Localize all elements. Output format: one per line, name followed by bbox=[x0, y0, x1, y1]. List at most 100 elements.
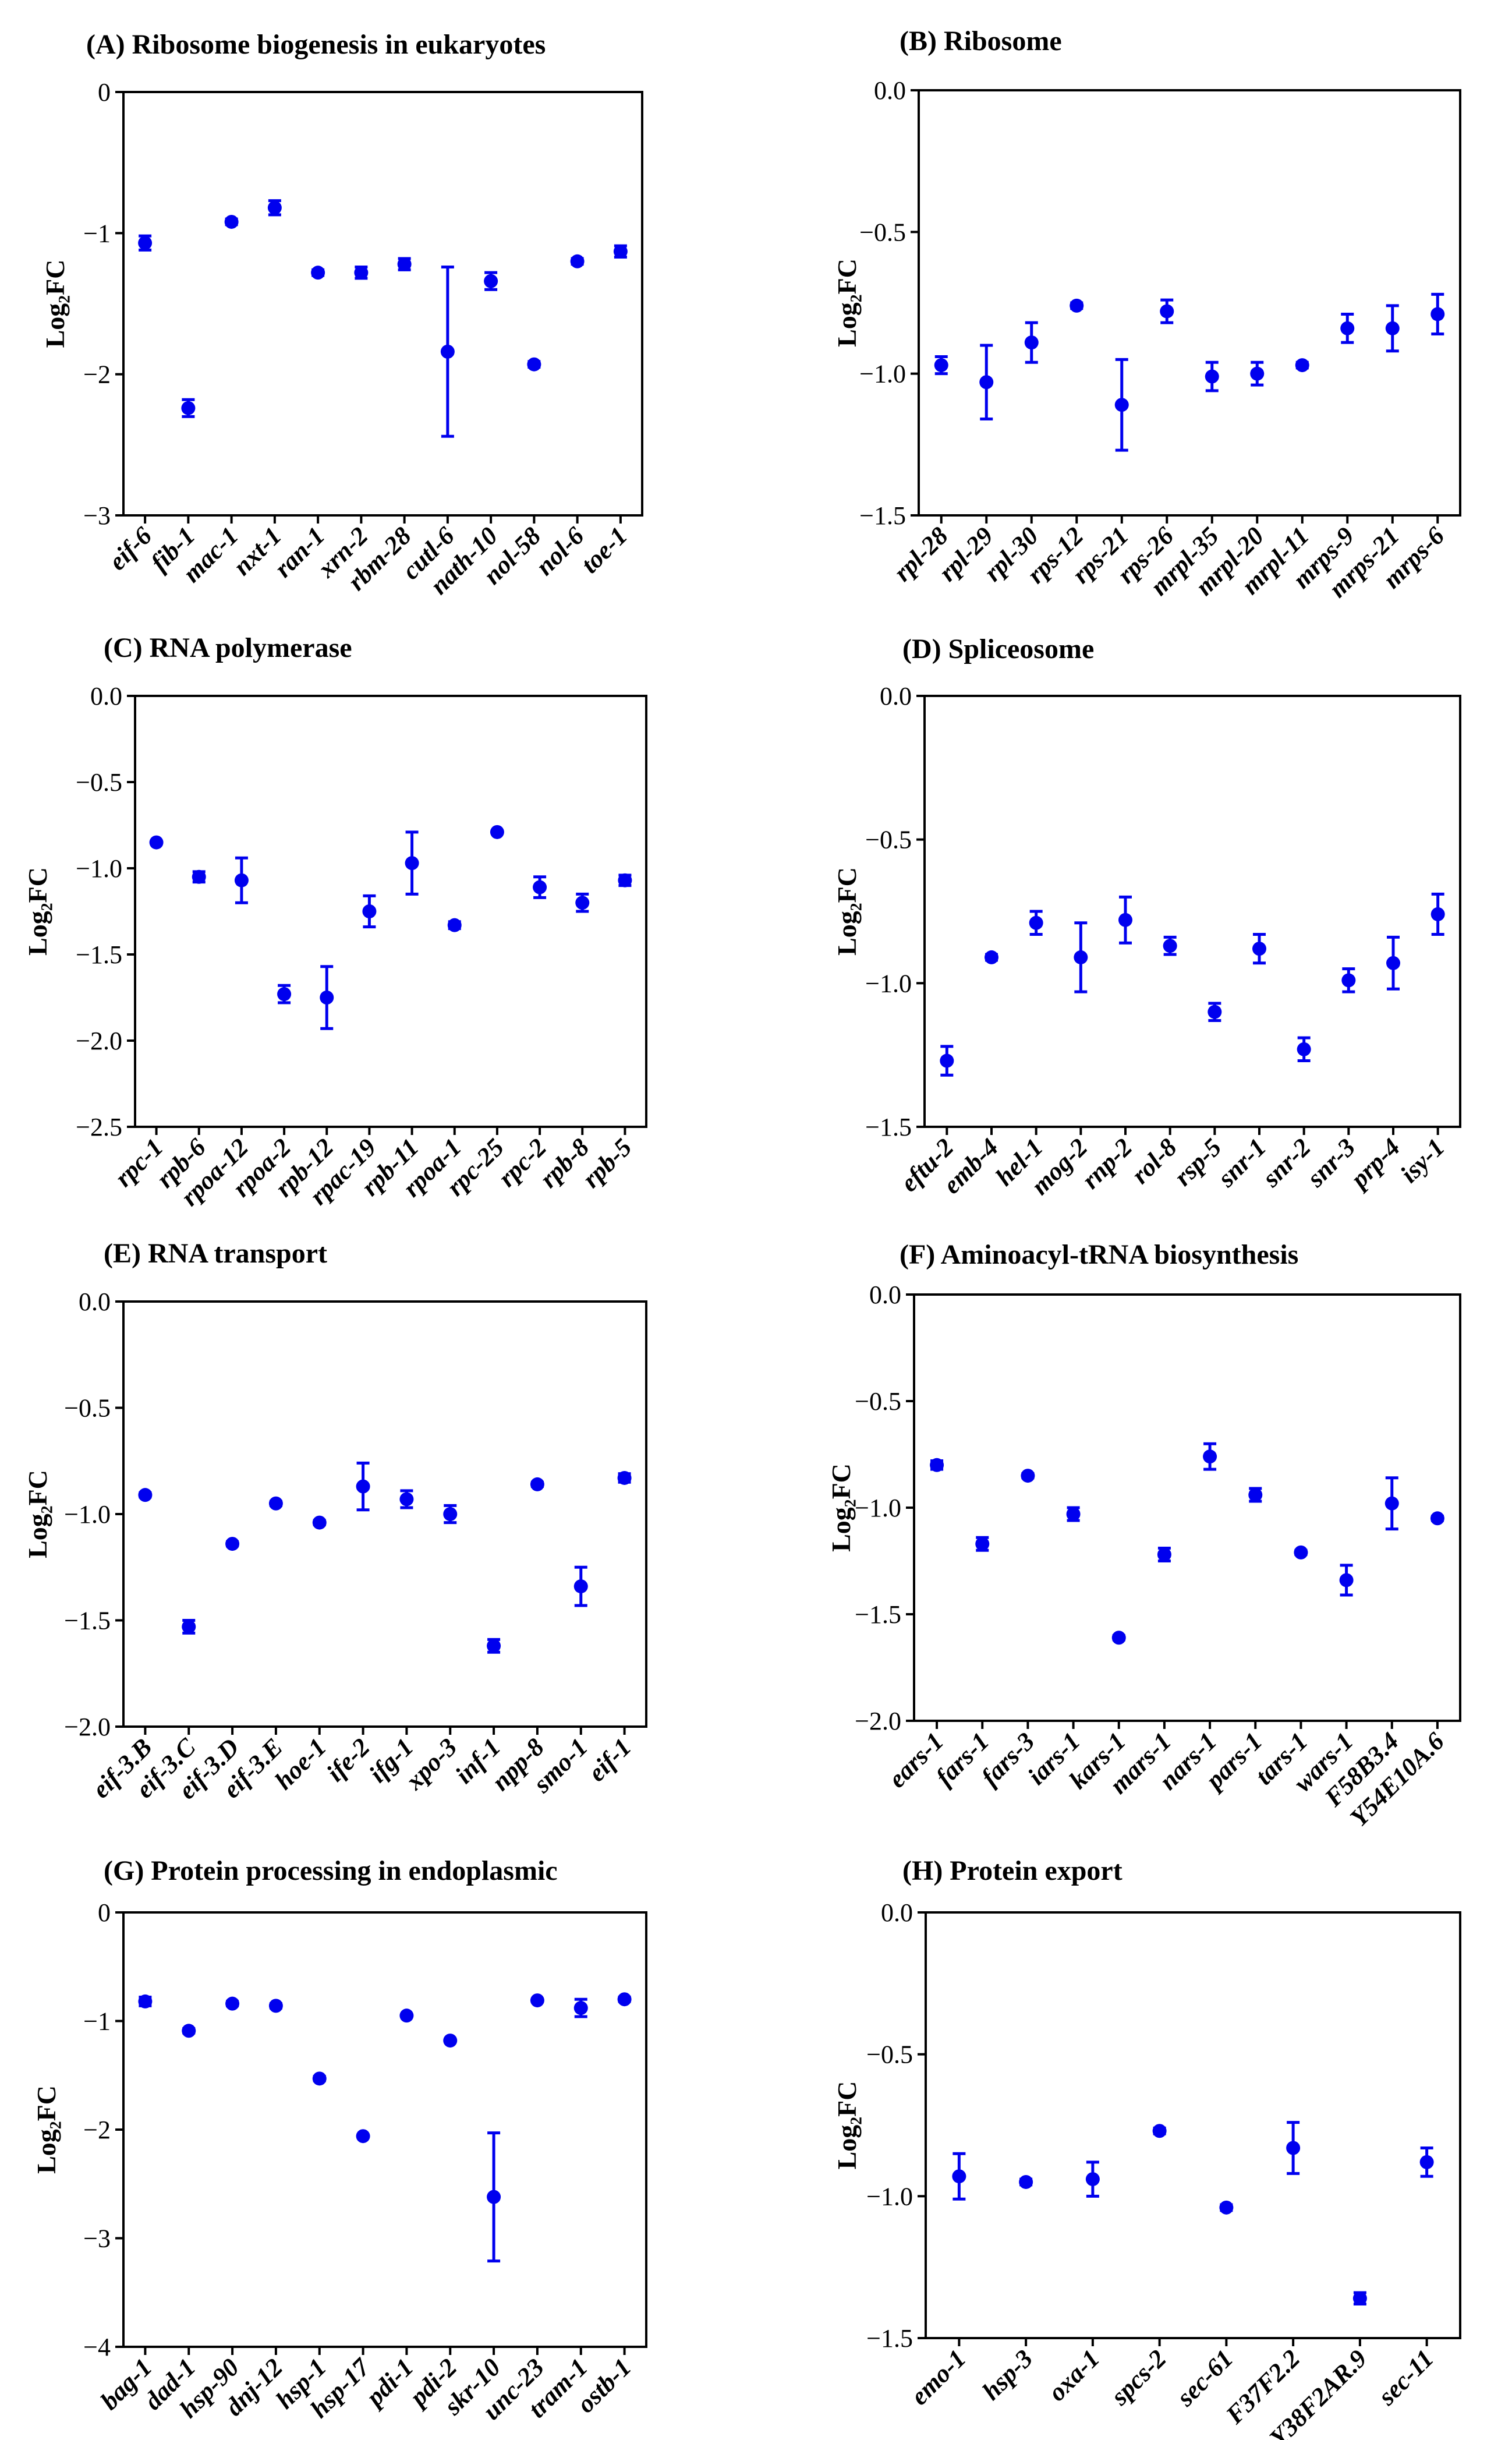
x-tick-label: rpb-8 bbox=[534, 1133, 595, 1193]
x-tick-label: rpb-5 bbox=[577, 1133, 638, 1193]
data-point bbox=[1352, 2291, 1367, 2305]
y-tick-label: −1.5 bbox=[865, 1113, 912, 1141]
data-point bbox=[940, 1053, 954, 1068]
data-point bbox=[224, 214, 239, 229]
data-point bbox=[1339, 1573, 1354, 1587]
data-point bbox=[1074, 950, 1088, 964]
x-tick-label: rsp-5 bbox=[1168, 1133, 1227, 1191]
data-point bbox=[952, 2169, 966, 2184]
data-point bbox=[1295, 358, 1309, 373]
data-point bbox=[1430, 907, 1445, 921]
x-tick-label: snr-1 bbox=[1212, 1133, 1272, 1193]
x-tick-label: spcs-2 bbox=[1105, 2344, 1172, 2411]
y-tick-label: −2 bbox=[83, 360, 111, 389]
chart-panel-6: (F) Aminoacyl-tRNA biosynthesis 0.0 −0.5 −1… bbox=[826, 1239, 1461, 1832]
data-point bbox=[149, 835, 164, 850]
y-tick-label: 0.0 bbox=[874, 76, 906, 105]
data-point bbox=[181, 401, 196, 415]
plot-frame bbox=[913, 1293, 1461, 1722]
y-tick-label: 0.0 bbox=[79, 1288, 111, 1316]
y-tick-label: −3 bbox=[83, 501, 111, 530]
y-tick-label: −1.0 bbox=[64, 1500, 111, 1529]
x-tick-label: ran-1 bbox=[269, 521, 331, 583]
data-point bbox=[484, 274, 498, 288]
data-point bbox=[1294, 1545, 1308, 1560]
x-tick-label: toe-1 bbox=[575, 521, 633, 579]
data-point bbox=[1384, 1496, 1399, 1511]
data-point bbox=[1160, 304, 1174, 319]
data-point bbox=[487, 1639, 501, 1653]
data-point bbox=[225, 1996, 240, 2011]
data-point bbox=[399, 2008, 414, 2023]
data-point bbox=[573, 1579, 588, 1594]
data-point bbox=[234, 873, 249, 887]
x-tick-label: fars-1 bbox=[930, 1727, 995, 1791]
x-tick-label: rol-8 bbox=[1126, 1133, 1182, 1189]
data-point bbox=[487, 2190, 501, 2204]
data-point bbox=[1118, 913, 1132, 927]
x-tick-label: ife-2 bbox=[321, 1732, 375, 1787]
x-tick-label: prp-4 bbox=[1343, 1133, 1405, 1195]
y-tick-label: −1.5 bbox=[64, 1607, 111, 1635]
data-point bbox=[930, 1458, 944, 1472]
x-tick-label: hsp-3 bbox=[977, 2344, 1039, 2406]
chart-title: (B) Ribosome bbox=[900, 26, 1062, 56]
data-point bbox=[1029, 915, 1043, 930]
x-tick-label: ears-1 bbox=[883, 1727, 949, 1793]
chart-panel-3: (C) RNA polymerase 0.0 −0.5 −1.0 −1.5 −2.0 −2.… bbox=[23, 632, 647, 1211]
y-axis-label: Log₂FC bbox=[40, 260, 70, 348]
y-tick-label: −1.0 bbox=[855, 1494, 901, 1522]
data-point bbox=[1114, 398, 1129, 412]
chart-panel-8: (H) Protein export 0.0 −0.5 −1.0 −1.5 Log₂FC e… bbox=[832, 1855, 1461, 2440]
data-point bbox=[1248, 1488, 1263, 1502]
data-point bbox=[320, 991, 334, 1005]
y-tick-label: −1.5 bbox=[76, 940, 122, 969]
chart-title: (G) Protein processing in endoplasmic bbox=[104, 1855, 558, 1886]
x-tick-label: emo-1 bbox=[905, 2344, 971, 2410]
data-point bbox=[1021, 1469, 1035, 1483]
y-tick-label: 0.0 bbox=[869, 1281, 901, 1309]
data-point bbox=[277, 987, 292, 1002]
data-point bbox=[533, 880, 547, 894]
x-tick-label: snr-2 bbox=[1256, 1133, 1316, 1193]
data-point bbox=[1070, 298, 1084, 313]
y-tick-label: 0 bbox=[98, 1898, 111, 1927]
data-point bbox=[934, 358, 948, 373]
x-tick-label: rnp-2 bbox=[1077, 1133, 1138, 1194]
data-point bbox=[138, 1994, 153, 2008]
plot-frame bbox=[923, 695, 1461, 1128]
x-tick-label: eif-1 bbox=[582, 1732, 636, 1787]
x-tick-label: sec-11 bbox=[1372, 2344, 1439, 2411]
data-point bbox=[613, 244, 628, 259]
y-tick-label: −2.0 bbox=[76, 1027, 122, 1055]
x-tick-label: rpc-1 bbox=[109, 1133, 169, 1192]
x-tick-label: hoe-1 bbox=[270, 1732, 332, 1795]
y-tick-label: 0.0 bbox=[90, 682, 122, 710]
data-point bbox=[617, 1470, 632, 1485]
x-tick-label: eif-6 bbox=[103, 521, 157, 575]
x-tick-label: bag-1 bbox=[95, 2353, 157, 2415]
data-point bbox=[182, 1619, 196, 1634]
y-tick-label: −0.5 bbox=[866, 2041, 913, 2069]
data-point bbox=[490, 825, 504, 839]
data-point bbox=[440, 344, 455, 359]
data-point bbox=[447, 918, 462, 932]
data-point bbox=[356, 1479, 370, 1494]
data-point bbox=[1019, 2174, 1033, 2189]
data-point bbox=[405, 856, 419, 871]
data-point bbox=[1430, 1511, 1444, 1526]
data-point bbox=[618, 873, 632, 887]
y-axis-label: Log₂FC bbox=[826, 1463, 856, 1552]
data-point bbox=[267, 200, 282, 215]
y-tick-label: 0.0 bbox=[880, 682, 912, 710]
y-tick-label: 0 bbox=[98, 78, 111, 107]
y-tick-label: −0.5 bbox=[859, 218, 906, 246]
data-point bbox=[1286, 2141, 1301, 2155]
data-point bbox=[397, 257, 412, 271]
data-point bbox=[312, 1515, 327, 1530]
y-axis-label: Log₂FC bbox=[23, 1470, 52, 1558]
chart-panel-7: (G) Protein processing in endoplasmic 0 −1… bbox=[31, 1855, 647, 2425]
data-point bbox=[192, 869, 206, 884]
y-axis-label: Log₂FC bbox=[31, 2085, 61, 2174]
